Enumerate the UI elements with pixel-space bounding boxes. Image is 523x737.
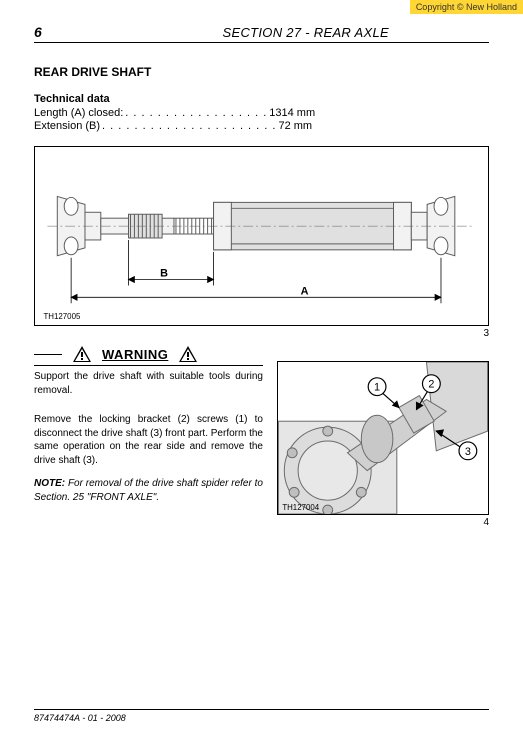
diagram-caption: TH127005 xyxy=(43,312,81,321)
technical-data-label: Technical data xyxy=(34,93,489,105)
callout-1: 1 xyxy=(374,382,380,394)
warning-text: Support the drive shaft with suitable to… xyxy=(34,370,263,397)
warning-triangle-icon xyxy=(178,345,198,363)
spec-value: 1314 mm xyxy=(269,107,315,119)
spec-row: Length (A) closed: . . . . . . . . . . .… xyxy=(34,107,489,119)
body-paragraph: Remove the locking bracket (2) screws (1… xyxy=(34,413,263,467)
section-title: SECTION 27 - REAR AXLE xyxy=(223,25,390,40)
warning-heading: WARNING xyxy=(102,347,168,362)
page-content: 6 SECTION 27 - REAR AXLE REAR DRIVE SHAF… xyxy=(0,0,523,528)
spec-dots: . . . . . . . . . . . . . . . . . . xyxy=(125,107,267,119)
photo-caption: TH127004 xyxy=(282,503,319,512)
text-column: WARNING Support the drive shaft with sui… xyxy=(34,345,263,528)
spec-label: Extension (B) xyxy=(34,120,100,132)
subsection-title: REAR DRIVE SHAFT xyxy=(34,65,489,79)
spec-dots: . . . . . . . . . . . . . . . . . . . . … xyxy=(102,120,276,132)
copyright-tag: Copyright © New Holland xyxy=(410,0,523,14)
note-text: For removal of the drive shaft spider re… xyxy=(34,478,263,503)
callout-2: 2 xyxy=(428,379,434,391)
spec-label: Length (A) closed: xyxy=(34,107,123,119)
warning-rule xyxy=(34,354,62,355)
note-paragraph: NOTE: For removal of the drive shaft spi… xyxy=(34,477,263,504)
photo-column: 1 2 3 TH127004 4 xyxy=(277,345,489,528)
assembly-photo-diagram: 1 2 3 TH127004 xyxy=(277,361,489,515)
warning-bar: WARNING xyxy=(34,345,263,366)
spec-row: Extension (B) . . . . . . . . . . . . . … xyxy=(34,120,489,132)
callout-3: 3 xyxy=(465,446,471,458)
dim-a-label: A xyxy=(301,285,309,297)
note-label: NOTE: xyxy=(34,478,65,489)
page-header: 6 SECTION 27 - REAR AXLE xyxy=(34,24,489,43)
lower-row: WARNING Support the drive shaft with sui… xyxy=(34,345,489,528)
page-number: 6 xyxy=(34,24,42,40)
warning-triangle-icon xyxy=(72,345,92,363)
spec-value: 72 mm xyxy=(278,120,312,132)
dim-b-label: B xyxy=(160,268,168,280)
figure-number: 4 xyxy=(277,517,489,528)
page-footer: 87474474A - 01 - 2008 xyxy=(34,709,489,723)
drive-shaft-diagram: B A TH127005 xyxy=(34,146,489,326)
figure-number: 3 xyxy=(34,328,489,339)
